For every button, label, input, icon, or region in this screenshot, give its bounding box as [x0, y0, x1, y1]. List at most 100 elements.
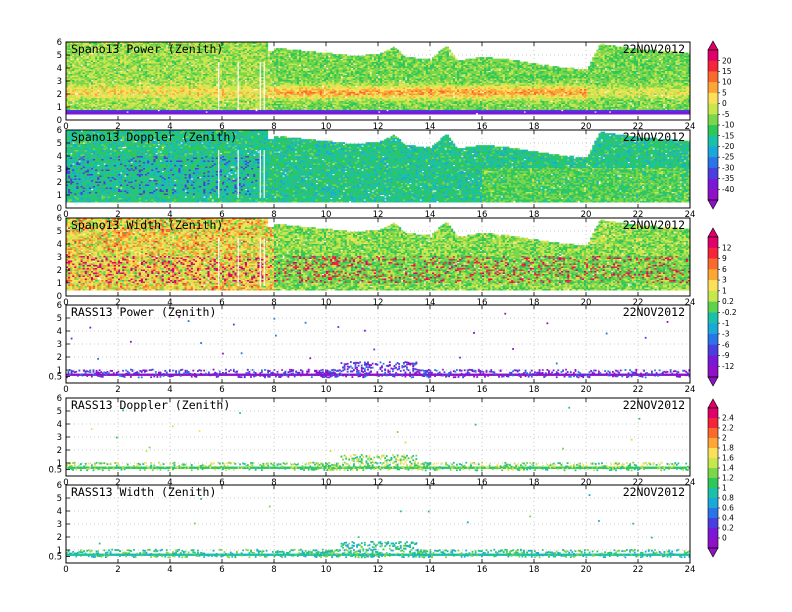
x-tick-label: 0: [63, 210, 68, 220]
x-tick-label: 14: [425, 478, 436, 488]
x-tick-label: 0: [63, 478, 68, 488]
y-tick-label: 6: [57, 394, 62, 404]
colorbar-swatch: [708, 468, 718, 479]
colorbar-label: 10: [722, 78, 732, 87]
x-tick-label: 20: [581, 478, 592, 488]
y-tick-label: 6: [57, 214, 62, 224]
x-tick-label: 12: [373, 565, 384, 575]
y-tick-label: 0: [57, 116, 62, 126]
colorbar-label: 9: [722, 254, 727, 263]
x-tick-label: 4: [167, 478, 172, 488]
y-tick-label: 5: [57, 407, 62, 417]
x-tick-label: 6: [219, 565, 224, 575]
colorbar-C: 2.42.221.81.61.41.210.80.60.40.20: [707, 398, 734, 558]
x-tick-label: 2: [115, 298, 120, 308]
colorbar-swatch: [708, 247, 718, 259]
x-tick-label: 22: [633, 298, 644, 308]
y-tick-label: 2: [57, 90, 62, 100]
colorbar-label: 2.2: [722, 424, 734, 433]
colorbar-swatch: [708, 237, 718, 249]
colorbar-label: -30: [722, 163, 734, 172]
x-tick-label: 10: [321, 210, 332, 220]
panel-date: 22NOV2012: [623, 130, 685, 144]
colorbar-swatch: [708, 498, 718, 509]
panel-title: RASS13 Doppler (Zenith): [71, 398, 230, 412]
colorbar-label: -6: [722, 340, 730, 349]
x-tick-label: 6: [219, 210, 224, 220]
panel-title: RASS13 Width (Zenith): [71, 485, 216, 499]
colorbar-bottom-arrow: [707, 376, 719, 387]
x-tick-label: 18: [529, 565, 540, 575]
y-tick-label: 2: [57, 178, 62, 188]
colorbar-label: 2: [722, 434, 727, 443]
x-tick-label: 8: [271, 565, 276, 575]
colorbar-top-arrow: [707, 398, 719, 409]
colorbar-swatch: [708, 418, 718, 429]
colorbar-swatch: [708, 355, 718, 367]
colorbar-label: 0.8: [722, 494, 734, 503]
x-tick-label: 22: [633, 210, 644, 220]
x-tick-label: 12: [373, 122, 384, 132]
colorbar-swatch: [708, 538, 718, 549]
x-tick-label: 8: [271, 478, 276, 488]
x-tick-label: 20: [581, 385, 592, 395]
x-tick-label: 18: [529, 122, 540, 132]
colorbar-label: 20: [722, 56, 732, 65]
colorbar-swatch: [708, 82, 718, 94]
x-tick-label: 16: [477, 385, 488, 395]
x-tick-label: 0: [63, 565, 68, 575]
heatmap-field: [66, 494, 690, 559]
y-tick-label: 1: [57, 191, 62, 201]
y-tick-label: 4: [57, 240, 62, 250]
y-tick-label: 2: [57, 353, 62, 363]
y-tick-label: 0.5: [48, 466, 62, 476]
panel-date: 22NOV2012: [623, 398, 685, 412]
x-tick-label: 12: [373, 478, 384, 488]
grid-lines: [66, 305, 690, 383]
x-tick-label: 4: [167, 298, 172, 308]
colorbar-label: 1.4: [722, 464, 734, 473]
colorbar-bottom-arrow: [707, 547, 719, 558]
colorbar-swatch: [708, 157, 718, 169]
x-tick-label: 10: [321, 385, 332, 395]
colorbar-label: 0: [722, 534, 727, 543]
colorbar-swatch: [708, 50, 718, 62]
x-tick-label: 2: [115, 478, 120, 488]
colorbar-label: -35: [722, 174, 734, 183]
colorbar-swatch: [708, 428, 718, 439]
colorbar-swatch: [708, 92, 718, 104]
x-tick-label: 20: [581, 298, 592, 308]
x-tick-label: 20: [581, 565, 592, 575]
colorbar-swatch: [708, 269, 718, 281]
x-tick-label: 16: [477, 298, 488, 308]
colorbar-swatch: [708, 280, 718, 292]
panel-date: 22NOV2012: [623, 305, 685, 319]
x-tick-label: 22: [633, 122, 644, 132]
y-tick-label: 4: [57, 420, 62, 430]
grid-lines: [66, 42, 690, 120]
y-tick-label: 6: [57, 126, 62, 136]
x-tick-label: 2: [115, 122, 120, 132]
colorbar-label: 1.6: [722, 454, 734, 463]
y-tick-label: 5: [57, 139, 62, 149]
colorbar-label: 1.8: [722, 444, 734, 453]
colorbar-label: 6: [722, 265, 727, 274]
x-tick-label: 8: [271, 298, 276, 308]
y-tick-label: 1: [57, 546, 62, 556]
colorbar-swatch: [708, 438, 718, 449]
colorbar-swatch: [708, 488, 718, 499]
x-tick-label: 0: [63, 122, 68, 132]
heatmap-field: [66, 130, 690, 203]
y-tick-label: 4: [57, 64, 62, 74]
x-tick-label: 18: [529, 385, 540, 395]
y-tick-label: 5: [57, 227, 62, 237]
colorbar-label: 1: [722, 484, 727, 493]
colorbar-label: -25: [722, 153, 734, 162]
y-tick-label: 6: [57, 481, 62, 491]
y-tick-label: 3: [57, 165, 62, 175]
colorbar-swatch: [708, 167, 718, 179]
heatmap-field: [66, 406, 690, 472]
